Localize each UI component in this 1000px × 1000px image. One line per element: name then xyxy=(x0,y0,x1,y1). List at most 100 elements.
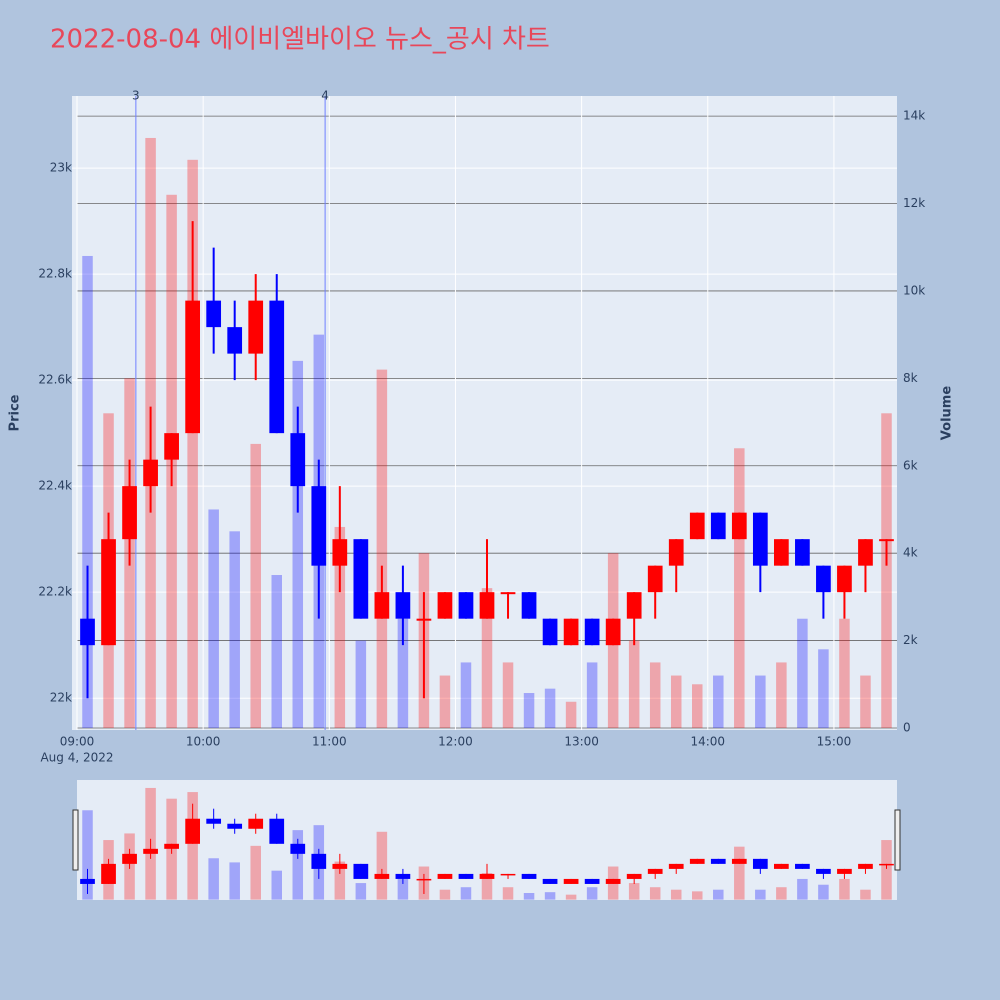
mini-candle-body xyxy=(353,863,369,879)
volume-bar xyxy=(229,531,240,728)
chart-title: 2022-08-04 에이비엘바이오 뉴스_공시 차트 xyxy=(50,25,550,55)
range-handle-right[interactable] xyxy=(894,809,901,871)
y-tick-label: 23k xyxy=(50,161,72,175)
candle-body xyxy=(816,565,831,593)
candle-body xyxy=(206,300,222,328)
candle-body xyxy=(437,592,453,619)
candle-body xyxy=(332,539,348,566)
candle-body xyxy=(122,486,137,540)
candle-body xyxy=(374,592,390,619)
mini-candle-body xyxy=(879,863,894,866)
mini-volume-bar xyxy=(460,887,472,900)
mini-volume-bar xyxy=(502,887,514,900)
y-axis-title: Price xyxy=(8,394,23,431)
mini-candle-body xyxy=(395,873,411,879)
volume-bar xyxy=(460,662,472,728)
candle-body xyxy=(668,539,684,566)
mini-volume-bar xyxy=(355,883,367,900)
mini-volume-bar xyxy=(734,846,745,900)
volume-bar xyxy=(628,640,640,728)
y2-tick-label: 4k xyxy=(903,546,918,560)
mini-volume-bar xyxy=(271,870,282,900)
candle-body xyxy=(185,300,200,434)
mini-volume-bar xyxy=(187,792,198,900)
volume-bar xyxy=(776,662,787,728)
volume-bar xyxy=(544,688,556,728)
candle-body xyxy=(626,592,642,619)
mini-volume-bar xyxy=(292,830,304,900)
candle-body xyxy=(605,618,621,646)
news-label: 4 xyxy=(321,89,329,103)
mini-volume-bar xyxy=(839,878,850,900)
mini-volume-bar xyxy=(82,810,93,900)
volume-bar xyxy=(208,509,219,728)
volume-bar xyxy=(523,693,535,728)
volume-bar xyxy=(376,369,388,728)
mini-candle-body xyxy=(647,868,663,874)
mini-volume-bar xyxy=(334,861,346,900)
candle-body xyxy=(479,592,495,619)
mini-candle-body xyxy=(332,863,348,869)
candle-body xyxy=(879,539,894,542)
volume-bar xyxy=(187,159,198,728)
mini-volume-bar xyxy=(755,889,766,900)
range-slider[interactable] xyxy=(77,780,897,900)
y2-tick-label: 12k xyxy=(903,196,925,210)
candle-body xyxy=(290,433,306,487)
volume-bar xyxy=(271,575,282,728)
volume-bar xyxy=(839,618,850,728)
candle-body xyxy=(858,539,873,566)
mini-volume-bar xyxy=(250,845,261,900)
x-date-label: Aug 4, 2022 xyxy=(40,751,113,765)
y2-tick-label: 0 xyxy=(903,720,911,734)
volume-bar xyxy=(881,413,892,728)
mini-volume-bar xyxy=(881,840,892,900)
candle-body xyxy=(584,618,600,646)
y2-tick-label: 6k xyxy=(903,458,918,472)
candle-body xyxy=(542,618,558,646)
mini-candle-body xyxy=(626,873,642,879)
mini-candle-body xyxy=(795,863,810,869)
volume-bar xyxy=(818,649,829,728)
candle-body xyxy=(731,512,747,540)
volume-bar xyxy=(292,360,304,728)
mini-volume-bar xyxy=(565,894,577,900)
mini-candle-body xyxy=(80,878,95,884)
mini-candle-body xyxy=(731,858,747,864)
candle-body xyxy=(353,539,369,619)
volume-bar xyxy=(586,662,598,728)
mini-candle-body xyxy=(185,818,200,844)
range-handle-left[interactable] xyxy=(72,809,79,871)
mini-candle-body xyxy=(164,843,179,849)
volume-bar xyxy=(860,675,871,728)
news-label: 3 xyxy=(132,89,140,103)
candle-body xyxy=(521,592,537,619)
mini-candle-body xyxy=(668,863,684,869)
mini-volume-bar xyxy=(439,889,451,900)
y2-tick-label: 10k xyxy=(903,283,925,297)
volume-bar xyxy=(670,675,682,728)
volume-bar xyxy=(439,675,451,728)
candle-body xyxy=(647,565,663,593)
candle-body xyxy=(563,618,579,646)
mini-candle-body xyxy=(858,863,873,869)
mini-volume-bar xyxy=(692,891,703,900)
candle-body xyxy=(80,618,95,646)
mini-volume-bar xyxy=(713,889,724,900)
mini-candle-body xyxy=(101,863,116,884)
mini-candle-body xyxy=(584,878,600,884)
volume-bar xyxy=(397,618,409,728)
y2-axis-title: Volume xyxy=(940,386,955,441)
candle-body xyxy=(837,565,852,593)
volume-bar xyxy=(713,675,724,728)
candle-body xyxy=(416,618,432,621)
volume-bar xyxy=(797,618,808,728)
mini-candle-body xyxy=(689,858,705,864)
y-tick-label: 22.8k xyxy=(38,267,72,281)
mini-candle-body xyxy=(710,858,726,864)
candle-body xyxy=(752,512,768,566)
candle-body xyxy=(227,327,243,354)
mini-candle-body xyxy=(248,818,264,829)
mini-volume-bar xyxy=(670,889,682,900)
y-tick-label: 22.2k xyxy=(38,585,72,599)
